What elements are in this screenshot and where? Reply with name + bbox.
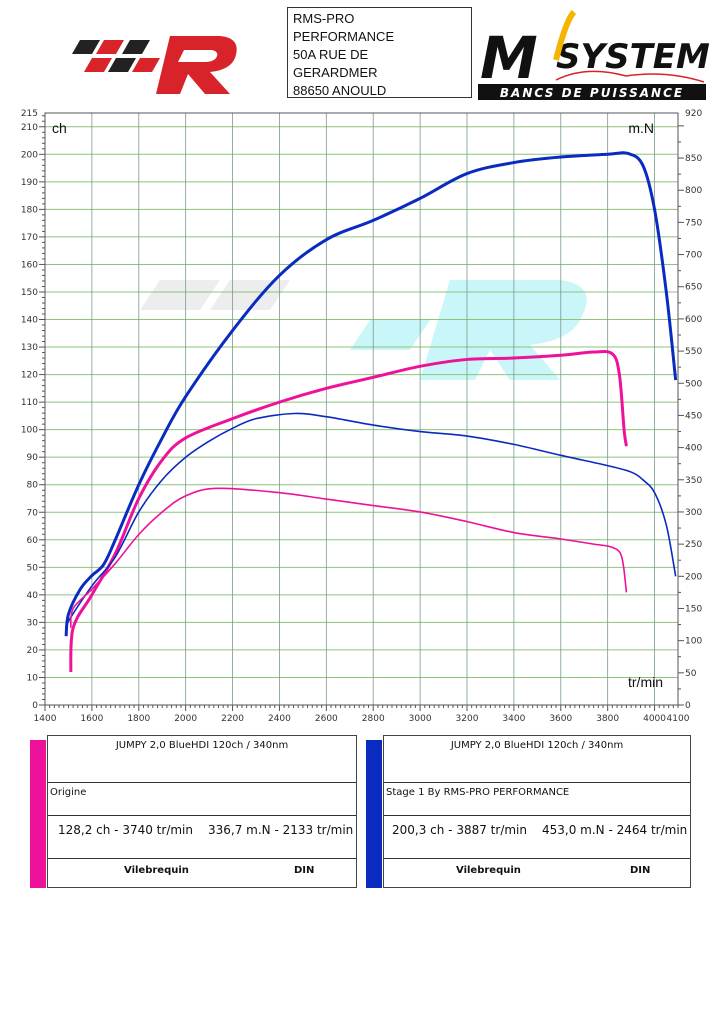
series-line-3 [69,487,628,628]
y-axis-label: ch [52,120,67,136]
y-tick-label: 100 [21,426,38,436]
y-tick-label: 120 [21,371,38,381]
y-tick-label: 200 [21,150,38,160]
y-tick-label: 150 [21,288,38,298]
legend-power: 128,2 ch - 3740 tr/min [58,823,193,837]
address-line: 88650 ANOULD [293,83,387,98]
address-line: PERFORMANCE [293,29,395,44]
y-tick-label: 80 [27,481,39,491]
y2-tick-label: 100 [685,637,702,647]
x-axis-label: tr/min [628,674,663,690]
legend-results: 128,2 ch - 3740 tr/min 336,7 m.N - 2133 … [48,817,356,859]
y-tick-label: 160 [21,260,38,270]
y-tick-label: 110 [21,398,38,408]
y-tick-label: 30 [27,618,39,628]
y-tick-label: 190 [21,178,38,188]
legend-footer: Vilebrequin DIN [384,859,690,888]
x-tick-label: 4100 [667,714,690,724]
legend-vehicle: JUMPY 2,0 BlueHDI 120ch / 340nm [48,736,356,783]
x-tick-label: 2400 [268,714,291,724]
legend-mode: Vilebrequin [124,865,189,876]
address-line: RMS-PRO [293,11,355,26]
y-tick-label: 140 [21,316,38,326]
y2-tick-label: 200 [685,572,702,582]
legend-footer: Vilebrequin DIN [48,859,356,888]
y2-tick-label: 0 [685,701,691,711]
svg-text:BANCS DE PUISSANCE: BANCS DE PUISSANCE [500,86,684,100]
y2-tick-label: 600 [685,315,702,325]
y2-tick-label: 250 [685,540,702,550]
address-line: 50A RUE DE [293,47,369,62]
y-tick-label: 20 [27,646,39,656]
legend-results: 200,3 ch - 3887 tr/min 453,0 m.N - 2464 … [384,817,690,859]
legend-box: JUMPY 2,0 BlueHDI 120ch / 340nm Stage 1 … [383,735,691,888]
y2-axis-label: m.N [628,120,654,136]
x-tick-label: 2800 [362,714,385,724]
legend-run-name: Stage 1 By RMS-PRO PERFORMANCE [384,784,690,816]
svg-text:SYSTEMS: SYSTEMS [556,37,710,77]
y2-tick-label: 500 [685,379,702,389]
legend-norm: DIN [294,865,315,876]
series-line-0 [64,151,678,637]
y2-tick-label: 550 [685,347,702,357]
x-tick-label: 1800 [127,714,150,724]
y2-tick-label: 920 [685,109,702,119]
legend-vehicle: JUMPY 2,0 BlueHDI 120ch / 340nm [384,736,690,783]
series-line-2 [65,412,677,632]
plot-frame [44,112,679,706]
x-tick-label: 2200 [221,714,244,724]
y-tick-label: 40 [27,591,39,601]
y-tick-label: 130 [21,343,38,353]
y-tick-label: 10 [27,673,39,683]
y2-tick-label: 150 [685,604,702,614]
mi-systems-logo: M SYSTEMS BANCS DE PUISSANCE [478,10,710,100]
y-tick-label: 90 [27,453,39,463]
y-tick-label: 170 [21,233,38,243]
legend-color-bar [366,740,382,888]
y-tick-label: 215 [21,109,38,119]
y2-tick-label: 800 [685,186,702,196]
y2-tick-label: 850 [685,154,702,164]
watermark-logo [140,280,587,380]
y-tick-label: 60 [27,536,39,546]
y2-tick-label: 750 [685,218,702,228]
y2-tick-label: 350 [685,476,702,486]
x-tick-label: 3200 [456,714,479,724]
y2-tick-label: 400 [685,444,702,454]
x-tick-label: 3400 [502,714,525,724]
x-tick-label: 1600 [80,714,103,724]
x-tick-label: 3000 [409,714,432,724]
y2-tick-label: 450 [685,411,702,421]
legend-torque: 453,0 m.N - 2464 tr/min [542,823,688,837]
legend-box: JUMPY 2,0 BlueHDI 120ch / 340nm Origine … [47,735,357,888]
address-box: RMS-PRO PERFORMANCE 50A RUE DE GERARDMER… [287,7,472,98]
x-tick-label: 4000 [643,714,666,724]
y-tick-label: 0 [32,701,38,711]
y2-tick-label: 50 [685,669,697,679]
svg-text:M: M [480,24,538,92]
y-tick-label: 50 [27,563,39,573]
legend-run-name: Origine [48,784,356,816]
series-line-1 [69,349,628,673]
x-tick-label: 1400 [34,714,57,724]
y2-tick-label: 700 [685,251,702,261]
legend-power: 200,3 ch - 3887 tr/min [392,823,527,837]
y-tick-label: 180 [21,205,38,215]
x-tick-label: 3800 [596,714,619,724]
dyno-chart: 0 10 20 30 40 50 60 70 80 90 100 110 120 130 140 150 160… [21,109,703,724]
legend-norm: DIN [630,865,651,876]
y-tick-label: 70 [27,508,39,518]
address-line: GERARDMER [293,65,378,80]
x-tick-label: 2000 [174,714,197,724]
x-tick-label: 3600 [549,714,572,724]
rms-pro-logo [72,36,237,94]
x-tick-label: 2600 [315,714,338,724]
legend-mode: Vilebrequin [456,865,521,876]
y-tick-label: 210 [21,123,38,133]
legend-torque: 336,7 m.N - 2133 tr/min [208,823,354,837]
legend-color-bar [30,740,46,888]
y2-tick-label: 300 [685,508,702,518]
y2-tick-label: 650 [685,283,702,293]
